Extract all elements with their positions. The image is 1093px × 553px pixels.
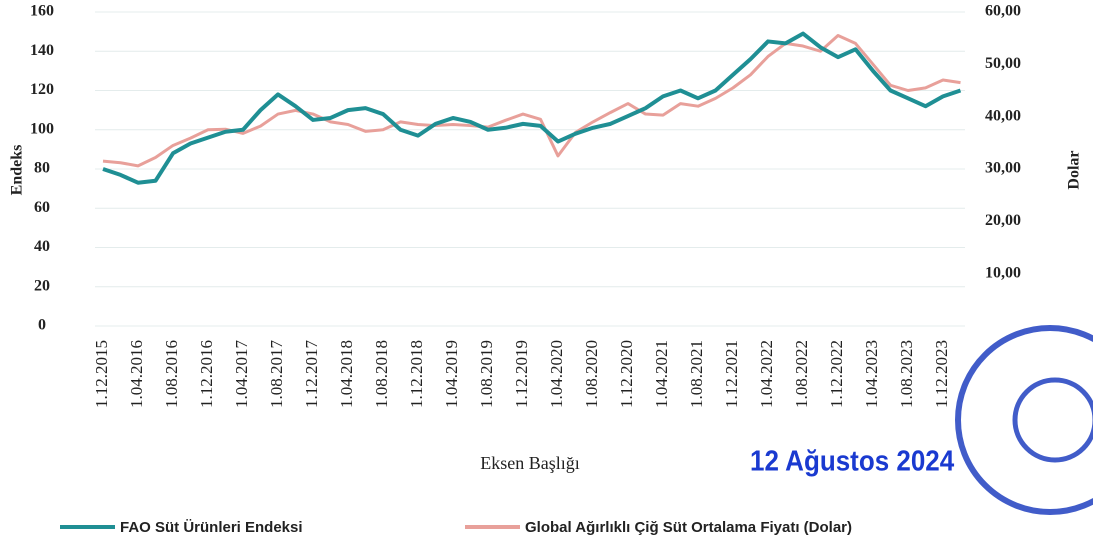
x-tick-label: 1.08.2023 — [897, 340, 916, 408]
x-tick-label: 1.12.2018 — [407, 340, 426, 408]
y-tick-label: 120 — [30, 81, 54, 98]
y2-tick-label: 20,00 — [985, 212, 1021, 229]
x-tick-label: 1.08.2022 — [792, 340, 811, 408]
x-tick-label: 1.04.2018 — [337, 340, 356, 408]
x-tick-label: 1.04.2019 — [442, 340, 461, 408]
y-tick-label: 80 — [34, 160, 50, 177]
x-tick-label: 1.12.2020 — [617, 340, 636, 408]
y-axis-title: Endeks — [9, 145, 26, 196]
x-tick-label: 1.08.2021 — [687, 340, 706, 408]
x-tick-label: 1.04.2020 — [547, 340, 566, 408]
y-tick-label: 40 — [34, 238, 50, 255]
y2-axis-title: Dolar — [1066, 150, 1083, 189]
series-line — [102, 34, 961, 168]
y-tick-label: 0 — [38, 317, 46, 334]
x-tick-label: 1.08.2020 — [582, 340, 601, 408]
y-tick-label: 140 — [30, 42, 54, 59]
x-tick-label: 1.08.2018 — [372, 340, 391, 408]
y2-tick-label: 40,00 — [985, 107, 1021, 124]
y-tick-label: 160 — [30, 3, 54, 20]
y2-tick-label: 30,00 — [985, 160, 1021, 177]
y-tick-label: 60 — [34, 199, 50, 216]
y2-tick-label: 50,00 — [985, 55, 1021, 72]
x-axis-title: Eksen Başlığı — [480, 453, 580, 473]
legend-label: Global Ağırlıklı Çiğ Süt Ortalama Fiyatı… — [525, 519, 852, 536]
x-tick-label: 1.08.2019 — [477, 340, 496, 408]
y2-tick-label: 60,00 — [985, 3, 1021, 20]
y-tick-label: 20 — [34, 277, 50, 294]
x-tick-label: 1.12.2016 — [197, 340, 216, 408]
x-tick-label: 1.04.2016 — [127, 340, 146, 408]
legend-label: FAO Süt Ürünleri Endeksi — [120, 519, 303, 536]
x-tick-label: 1.04.2017 — [232, 340, 251, 409]
x-tick-label: 1.12.2015 — [92, 340, 111, 408]
x-tick-label: 1.04.2023 — [862, 340, 881, 408]
x-tick-label: 1.12.2019 — [512, 340, 531, 408]
x-tick-label: 1.12.2023 — [932, 340, 951, 408]
stamp — [955, 325, 1093, 515]
x-tick-label: 1.08.2016 — [162, 340, 181, 408]
x-tick-label: 1.04.2022 — [757, 340, 776, 408]
x-tick-label: 1.12.2021 — [722, 340, 741, 408]
series-line — [102, 31, 962, 185]
y2-tick-label: 10,00 — [985, 264, 1021, 281]
x-tick-label: 1.12.2017 — [302, 340, 321, 409]
x-tick-label: 1.12.2022 — [827, 340, 846, 408]
date-stamp: 12 Ağustos 2024 — [750, 444, 955, 476]
x-tick-label: 1.04.2021 — [652, 340, 671, 408]
x-tick-label: 1.08.2017 — [267, 340, 286, 409]
y-tick-label: 100 — [30, 120, 54, 137]
